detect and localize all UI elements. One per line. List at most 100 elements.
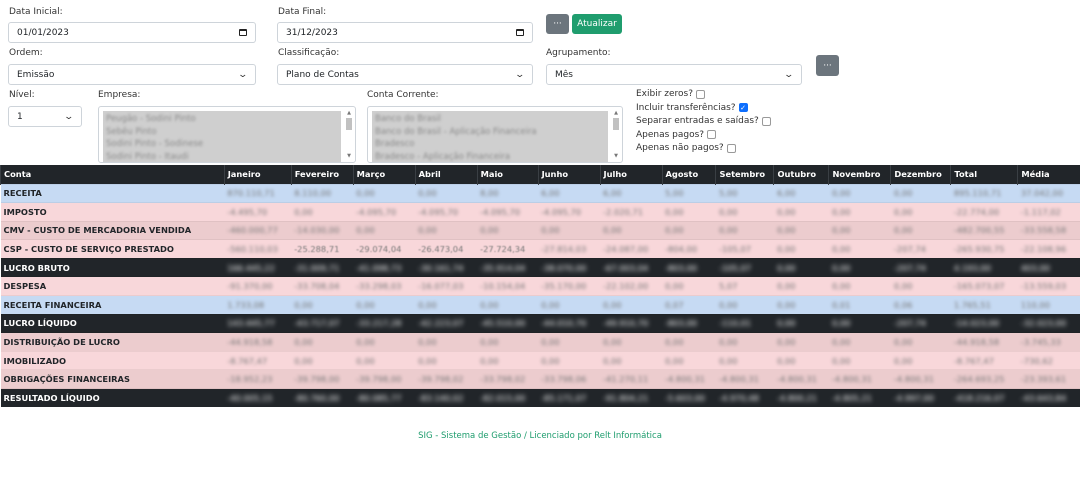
- cell-value: 0,00: [665, 337, 684, 348]
- value-cell: 0,00: [291, 295, 354, 315]
- empresa-multiselect[interactable]: Peugão - Sodini Pinto Sebêu Pinto Sodini…: [98, 106, 356, 163]
- account-name: OBRIGAÇÕES FINANCEIRAS: [0, 369, 225, 389]
- cell-value: 0,00: [356, 188, 375, 199]
- column-header[interactable]: Maio: [476, 165, 539, 184]
- column-header[interactable]: Abril: [414, 165, 478, 184]
- agrupamento-select[interactable]: Mês ⌄: [546, 64, 802, 85]
- table-row: DESPESA -91.370,00 -33.708,04 -33.298,03 -16…: [0, 276, 1080, 296]
- value-cell: 0,00: [477, 295, 539, 315]
- value-cell: 6,00: [538, 183, 601, 203]
- value-cell: 0,00: [828, 239, 891, 259]
- empresa-option[interactable]: Sebêu Pinto: [106, 126, 157, 137]
- conta-option[interactable]: Bradesco: [375, 139, 415, 149]
- classificacao-select[interactable]: Plano de Contas ⌄: [277, 64, 533, 85]
- checkbox-option[interactable]: Apenas não pagos?: [636, 143, 736, 153]
- value-cell: 0,00: [773, 220, 829, 240]
- calendar-icon[interactable]: [516, 29, 524, 36]
- value-cell: -14.023,00: [950, 313, 1018, 333]
- checkbox-option[interactable]: Incluir transferências? ✓: [636, 103, 748, 113]
- cell-value: 0,00: [776, 244, 796, 255]
- empresa-option[interactable]: Peugão - Sodini Pinto: [106, 114, 196, 124]
- value-cell: -27.814,03: [538, 239, 601, 259]
- column-header[interactable]: Março: [352, 165, 416, 184]
- checkbox[interactable]: [726, 143, 736, 153]
- value-cell: -91.370,00: [224, 276, 292, 296]
- value-cell: 0,00: [477, 350, 539, 370]
- conta-option[interactable]: Bradesco - Aplicação Financeira: [375, 151, 511, 162]
- value-cell: -105,07: [715, 257, 774, 277]
- value-cell: -18.952,23: [224, 369, 292, 389]
- conta-option[interactable]: Banco do Brasil - Aplicação Financeira: [375, 126, 537, 137]
- cell-value: 0,00: [665, 225, 684, 236]
- column-header[interactable]: Outubro: [773, 165, 829, 184]
- table-row: LUCRO LÍQUIDO 143.445,77 -43.717,07 -33.217…: [0, 313, 1080, 333]
- cell-value: -418.216,07: [953, 393, 1005, 404]
- ordem-select[interactable]: Emissão ⌄: [8, 64, 256, 85]
- value-cell: -460.000,77: [224, 220, 292, 240]
- scrollbar[interactable]: ▲ ▼: [613, 110, 619, 159]
- checkbox-option[interactable]: Apenas pagos?: [636, 130, 717, 140]
- calendar-icon[interactable]: [239, 29, 247, 36]
- column-header[interactable]: Média: [1017, 165, 1080, 184]
- value-cell: 0,00: [828, 350, 891, 370]
- value-cell: 0,00: [890, 276, 951, 296]
- column-header[interactable]: Total: [950, 165, 1018, 184]
- cell-value: -14.023,00: [953, 318, 1000, 329]
- cell-value: -4.805,21: [831, 393, 872, 404]
- more-options-button[interactable]: ···: [546, 14, 569, 34]
- value-cell: 0,06: [890, 295, 951, 315]
- value-cell: -85.171,07: [538, 388, 601, 408]
- value-cell: 0,00: [600, 332, 662, 352]
- column-header[interactable]: Agosto: [661, 165, 716, 184]
- more-options-button-2[interactable]: ···: [816, 55, 839, 76]
- value-cell: -110,01: [715, 313, 774, 333]
- column-header[interactable]: Junho: [537, 165, 601, 184]
- data-inicial-input[interactable]: 01/01/2023: [8, 22, 256, 43]
- cell-value: -4.800,31: [776, 374, 817, 385]
- cell-value: -207,74: [893, 318, 926, 329]
- value-cell: 0,00: [662, 332, 716, 352]
- checkbox-option[interactable]: Separar entradas e saídas?: [636, 116, 771, 126]
- data-final-input[interactable]: 31/12/2023: [277, 22, 533, 43]
- checkbox[interactable]: ✓: [738, 103, 748, 112]
- value-cell: -13.559,03: [1017, 276, 1080, 296]
- checkbox[interactable]: [707, 130, 717, 139]
- cell-value: -83.140,02: [418, 393, 464, 404]
- scrollbar[interactable]: ▲ ▼: [346, 110, 352, 159]
- column-header[interactable]: Janeiro: [223, 165, 292, 184]
- cell-value: 1.733,08: [227, 299, 265, 310]
- value-cell: -82.015,00: [477, 388, 539, 408]
- cell-value: 6,00: [776, 188, 796, 199]
- cell-value: -49.910,70: [603, 318, 649, 329]
- cell-value: -5.603,00: [665, 393, 705, 404]
- cell-value: -803,00: [665, 318, 698, 329]
- checkbox[interactable]: [696, 89, 706, 99]
- cell-value: -45.510,00: [480, 318, 526, 329]
- column-header[interactable]: Setembro: [715, 165, 774, 184]
- column-header[interactable]: Fevereiro: [290, 165, 354, 184]
- cell-value: 166.445,22: [227, 262, 275, 273]
- cell-value: 0,06: [893, 299, 913, 310]
- column-header[interactable]: Novembro: [828, 165, 891, 184]
- value-cell: 0,00: [890, 332, 951, 352]
- atualizar-button[interactable]: Atualizar: [572, 14, 622, 34]
- cell-value: -105,07: [718, 244, 752, 255]
- value-cell: -804,00: [662, 239, 716, 259]
- column-header[interactable]: Conta: [0, 165, 225, 184]
- column-header[interactable]: Julho: [599, 165, 662, 184]
- nivel-select[interactable]: 1 ⌄: [8, 106, 82, 127]
- empresa-option[interactable]: Sodini Pinto - Sodinese: [106, 139, 204, 149]
- cell-value: -85.171,07: [541, 393, 587, 404]
- value-cell: -4.095,70: [477, 202, 539, 222]
- checkbox-option[interactable]: Exibir zeros?: [636, 89, 706, 99]
- checkbox[interactable]: [761, 116, 771, 126]
- cell-value: 0,00: [776, 299, 796, 310]
- column-header[interactable]: Dezembro: [890, 165, 951, 184]
- cell-value: -110,01: [718, 318, 752, 329]
- empresa-option[interactable]: Sodini Pinto - Itaudi: [106, 151, 189, 162]
- conta-corrente-multiselect[interactable]: Banco do Brasil Banco do Brasil - Aplica…: [367, 106, 623, 163]
- cell-value: -41.270,11: [603, 374, 649, 385]
- value-cell: -4.095,70: [538, 202, 601, 222]
- conta-option[interactable]: Banco do Brasil: [375, 114, 441, 124]
- value-cell: 0,00: [600, 220, 662, 240]
